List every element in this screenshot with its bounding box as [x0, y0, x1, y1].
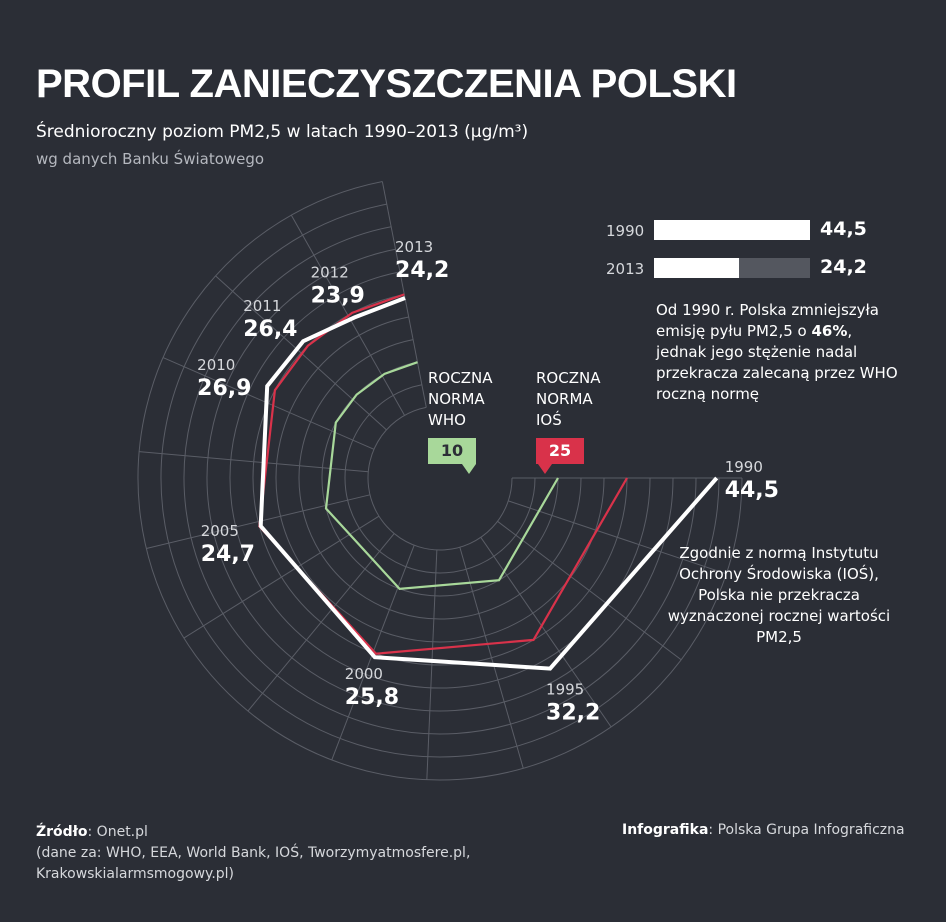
comparison-year: 2013 [606, 260, 645, 278]
point-year-label: 2013 [395, 238, 433, 256]
ios-norm-label: ROCZNA NORMA IOŚ [536, 368, 646, 431]
point-year-label: 1995 [546, 681, 584, 699]
who-norm-label: ROCZNA NORMA WHO [428, 368, 538, 431]
grid-spoke [426, 549, 438, 780]
point-value-label: 26,9 [197, 376, 251, 401]
grid-spoke [508, 500, 727, 575]
source-label: Źródło [36, 824, 88, 840]
footer-credit: Infografika: Polska Grupa Infograficzna [622, 822, 905, 838]
grid-spoke [497, 520, 682, 661]
reduction-note: Od 1990 r. Polska zmniejszyła emisję pył… [656, 300, 906, 405]
credit-text: : Polska Grupa Infograficzna [708, 822, 905, 838]
grid-arc [275, 316, 605, 643]
grid-spoke [146, 494, 371, 549]
comparison-bar-fill [654, 220, 810, 240]
source-detail: (dane za: WHO, EEA, World Bank, IOŚ, Two… [36, 845, 471, 882]
ios-note: Zgodnie z normą Instytutu Ochrony Środow… [667, 544, 891, 646]
point-year-label: 2010 [197, 356, 235, 374]
point-year-label: 2012 [311, 263, 349, 281]
ios-badge-pointer [538, 464, 552, 474]
grid-spoke [215, 275, 387, 431]
point-year-label: 2011 [243, 297, 281, 315]
ios-norm-line2: NORMA [536, 390, 593, 408]
ios-norm-line3: IOŚ [536, 411, 562, 429]
point-year-label: 1990 [725, 458, 763, 476]
comparison-row: 2013 24,2 [590, 256, 890, 278]
grid-arc [367, 406, 513, 551]
comparison-row: 1990 44,5 [590, 218, 890, 240]
reduction-percent: 46% [811, 322, 848, 340]
point-value-label: 25,8 [345, 685, 399, 710]
point-value-label: 32,2 [546, 701, 600, 726]
grid-spoke [480, 537, 612, 728]
grid-spoke [247, 533, 395, 712]
point-value-label: 24,7 [201, 542, 255, 567]
point-value-label: 26,4 [243, 317, 297, 342]
footer-source: Źródło: Onet.pl (dane za: WHO, EEA, Worl… [36, 822, 556, 885]
point-year-label: 2005 [201, 522, 239, 540]
comparison-track [654, 220, 810, 240]
pm25-series-line [258, 296, 719, 671]
page-title: PROFIL ZANIECZYSZCZENIA POLSKI [36, 62, 737, 106]
grid-spoke [381, 181, 427, 408]
grid-arc [252, 293, 628, 666]
ios-norm-badge: 25 [536, 438, 584, 464]
comparison-bars: 1990 44,5 2013 24,2 [590, 218, 890, 290]
chart-point-labels: 1990 44,5 1995 32,2 2000 25,8 2005 24,7 2010 26,9… [197, 238, 779, 726]
page-subtitle: Średnioroczny poziom PM2,5 w latach 1990… [36, 122, 529, 142]
norm-line [324, 361, 559, 591]
who-norm-badge: 10 [428, 438, 476, 464]
who-badge-pointer [462, 464, 476, 474]
ios-norm-line1: ROCZNA [536, 369, 601, 387]
comparison-value: 24,2 [820, 256, 867, 278]
grid-spoke [459, 547, 524, 769]
source-text: : Onet.pl [87, 824, 148, 840]
norm-line [258, 293, 628, 655]
comparison-track [654, 258, 810, 278]
comparison-year: 1990 [606, 222, 645, 240]
data-source-subtitle: wg danych Banku Światowego [36, 150, 265, 168]
who-norm-line2: NORMA [428, 390, 485, 408]
grid-spoke [139, 451, 369, 473]
reduction-note-after: , jednak jego stężenie nadal przekracza … [656, 322, 898, 403]
point-year-label: 2000 [345, 665, 383, 683]
grid-spoke [162, 357, 375, 450]
who-norm-line1: ROCZNA [428, 369, 493, 387]
reduction-note-before: Od 1990 r. Polska zmniejszyła emisję pył… [656, 301, 879, 340]
grid-spoke [183, 515, 380, 639]
comparison-bar-fill [654, 258, 739, 278]
who-norm-line3: WHO [428, 411, 466, 429]
point-value-label: 24,2 [395, 258, 449, 283]
chart-lines [258, 293, 719, 671]
credit-label: Infografika [622, 822, 709, 838]
comparison-value: 44,5 [820, 218, 867, 240]
point-value-label: 44,5 [725, 478, 779, 503]
point-value-label: 23,9 [311, 283, 365, 308]
